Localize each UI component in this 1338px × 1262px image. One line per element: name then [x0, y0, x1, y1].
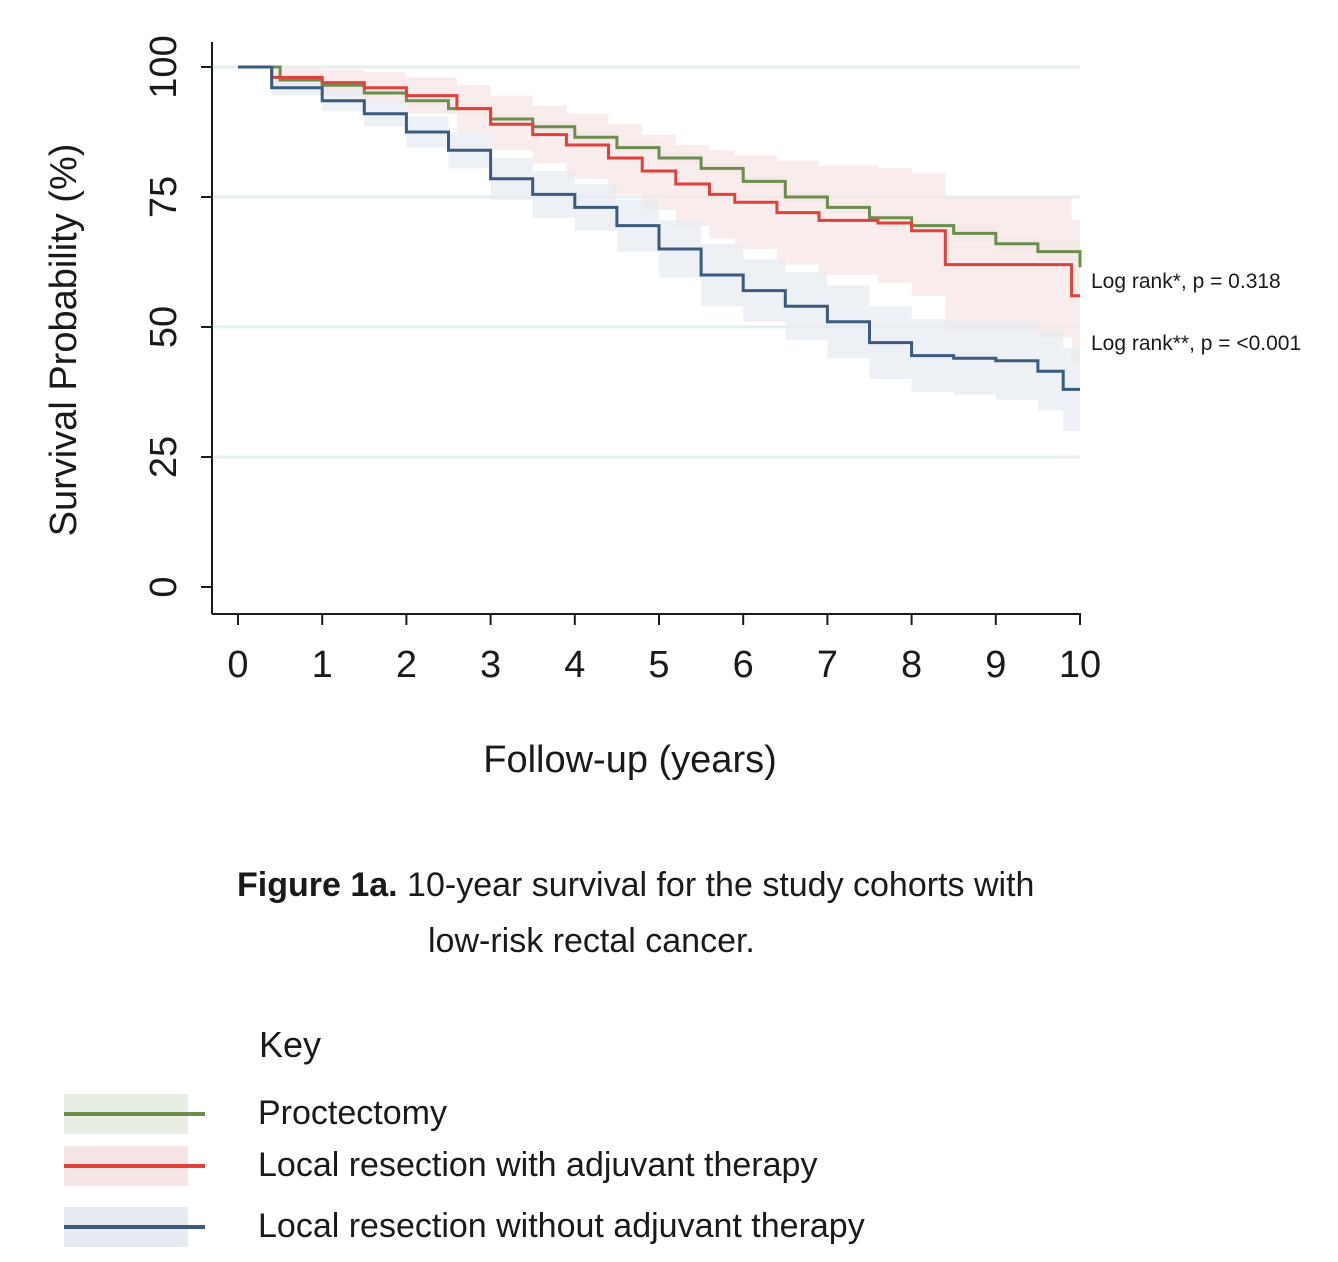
survival-curves: [238, 65, 1082, 391]
x-tick-label-0: 0: [227, 644, 248, 686]
survival-curve-series-1: [238, 65, 1080, 298]
x-tick-label-2: 2: [396, 644, 417, 686]
x-axis-title: Follow-up (years): [483, 739, 777, 781]
x-tick-label-10: 10: [1059, 644, 1101, 686]
x-tick-label-1: 1: [312, 644, 333, 686]
x-tick-label-4: 4: [564, 644, 585, 686]
key-title: Key: [259, 1024, 322, 1065]
axes: 0 25 50 75 100 0 1 2 3 4 5 6 7 8 9 10: [143, 35, 1101, 686]
log-rank-annotation-1: Log rank*, p = 0.318: [1091, 270, 1281, 293]
x-tick-label-6: 6: [733, 644, 754, 686]
x-tick-label-8: 8: [901, 644, 922, 686]
survival-curve-series-0: [238, 65, 1082, 268]
survival-chart: 0 25 50 75 100 0 1 2 3 4 5 6 7 8 9 10 Survival Probabil…: [43, 35, 1301, 781]
key-label: Local resection without adjuvant therapy: [258, 1207, 865, 1245]
log-rank-annotation-2: Log rank**, p = <0.001: [1091, 332, 1301, 355]
y-axis-title: Survival Probability (%): [43, 144, 85, 537]
y-tick-label-100: 100: [143, 35, 185, 98]
figure-caption-line-1: Figure 1a. 10-year survival for the stud…: [0, 866, 1034, 905]
x-tick-label-7: 7: [817, 644, 838, 686]
key-line-swatch: [64, 1225, 205, 1229]
y-tick-label-0: 0: [143, 576, 185, 597]
figure-caption-line-2: low-risk rectal cancer.: [428, 922, 755, 960]
y-tick-label-25: 25: [143, 436, 185, 478]
ci-band-series-1: [238, 67, 1080, 364]
y-tick-label-75: 75: [143, 176, 185, 218]
survival-curve-series-2: [238, 65, 1080, 391]
key-item-local-resection-without-adjuvant: Local resection without adjuvant therapy: [64, 1207, 964, 1249]
key-line-swatch: [64, 1112, 205, 1116]
key-item-local-resection-with-adjuvant: Local resection with adjuvant therapy: [64, 1146, 964, 1188]
figure-caption-text-1: 10-year survival for the study cohorts w…: [397, 866, 1035, 904]
key-item-proctectomy: Proctectomy: [64, 1094, 964, 1136]
x-tick-label-5: 5: [648, 644, 669, 686]
x-tick-label-9: 9: [985, 644, 1006, 686]
key-line-swatch: [64, 1164, 205, 1168]
x-tick-label-3: 3: [480, 644, 501, 686]
key-label: Proctectomy: [258, 1094, 447, 1132]
y-tick-label-50: 50: [143, 306, 185, 348]
figure-caption-lead: Figure 1a.: [237, 866, 398, 904]
key-label: Local resection with adjuvant therapy: [258, 1146, 818, 1184]
